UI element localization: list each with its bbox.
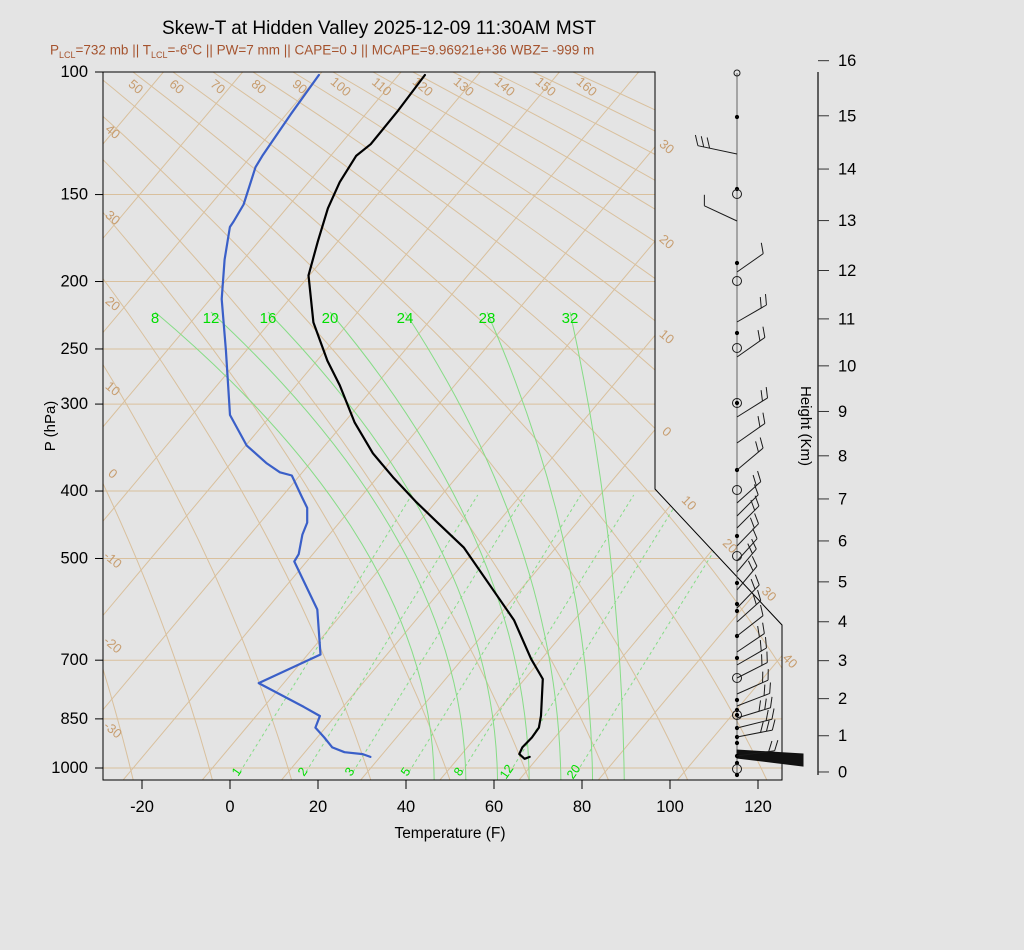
temperature-axis-title: Temperature (F) [394,825,505,842]
svg-text:100: 100 [60,63,88,81]
temperature-axis [141,780,759,789]
svg-text:12: 12 [838,262,856,280]
svg-text:130: 130 [451,74,477,99]
svg-text:12: 12 [497,762,516,781]
svg-text:10: 10 [679,492,700,513]
svg-text:250: 250 [60,340,88,358]
svg-text:20: 20 [657,231,678,252]
temperature-axis-labels: -20 0 20 40 60 80 100 120 [130,798,772,816]
svg-text:500: 500 [60,549,88,567]
svg-text:8: 8 [151,310,159,327]
pressure-axis-labels: 100 150 200 250 300 400 500 700 850 1000 [51,63,88,777]
svg-text:-20: -20 [101,633,125,657]
svg-text:8: 8 [451,765,466,779]
svg-text:6: 6 [838,532,847,550]
svg-text:30: 30 [103,207,124,228]
svg-text:400: 400 [60,482,88,500]
svg-text:30: 30 [657,136,678,157]
svg-text:14: 14 [838,161,856,179]
svg-text:70: 70 [208,76,229,97]
svg-text:12: 12 [203,310,220,327]
svg-text:160: 160 [574,74,600,99]
svg-text:10: 10 [103,378,124,399]
svg-text:1: 1 [838,727,847,745]
svg-text:-30: -30 [101,718,125,742]
plot-frame [102,71,783,781]
svg-text:13: 13 [838,212,856,230]
svg-text:0: 0 [659,423,674,439]
svg-text:150: 150 [60,186,88,204]
svg-text:80: 80 [249,76,270,97]
svg-text:30: 30 [759,583,780,604]
svg-text:8: 8 [838,447,847,465]
svg-text:20: 20 [322,310,339,327]
svg-text:140: 140 [492,74,518,99]
svg-text:3: 3 [838,652,847,670]
svg-text:60: 60 [485,798,503,816]
isopleth-labels: 50 60 70 80 90 100 110 120 130 140 150 160403020100… [101,74,801,742]
height-axis-title: Height (Km) [797,386,814,466]
svg-text:2: 2 [295,765,310,779]
background-isopleths [103,72,782,780]
svg-text:4: 4 [838,613,847,631]
wind-barbs [694,69,804,778]
svg-text:20: 20 [564,762,583,781]
svg-text:0: 0 [838,763,847,781]
svg-text:700: 700 [60,651,88,669]
svg-text:3: 3 [342,765,357,779]
pressure-axis-title: P (hPa) [42,401,59,452]
svg-text:11: 11 [838,310,855,328]
svg-text:20: 20 [103,293,124,314]
svg-text:60: 60 [167,76,188,97]
svg-text:24: 24 [397,310,414,327]
moisture-labels: 8 12 16 20 24 28 321 2 3 5 8 12 20 [151,310,584,781]
svg-text:100: 100 [656,798,684,816]
svg-text:5: 5 [398,765,413,779]
svg-text:300: 300 [60,395,88,413]
svg-text:-10: -10 [101,548,125,572]
svg-text:16: 16 [260,310,277,327]
svg-text:28: 28 [479,310,496,327]
svg-text:80: 80 [573,798,591,816]
svg-text:40: 40 [397,798,415,816]
pressure-axis [95,71,103,769]
svg-text:850: 850 [60,710,88,728]
dewpoint-curve [220,73,372,759]
svg-text:9: 9 [838,403,847,421]
svg-text:20: 20 [309,798,327,816]
svg-text:16: 16 [838,52,856,70]
svg-text:1: 1 [229,765,244,779]
svg-text:0: 0 [105,465,120,481]
svg-text:7: 7 [838,490,847,508]
svg-text:10: 10 [838,357,856,375]
svg-text:90: 90 [290,76,311,97]
svg-text:1000: 1000 [51,759,88,777]
svg-text:32: 32 [562,310,579,327]
temperature-curve [307,73,544,760]
svg-text:5: 5 [838,573,847,591]
svg-text:200: 200 [60,273,88,291]
height-axis [817,60,829,775]
page-title: Skew-T at Hidden Valley 2025-12-09 11:30… [161,18,597,39]
svg-text:15: 15 [838,107,856,125]
svg-text:120: 120 [744,798,772,816]
svg-text:2: 2 [838,690,847,708]
svg-text:40: 40 [780,650,801,671]
svg-text:-20: -20 [130,798,154,816]
svg-text:10: 10 [657,326,678,347]
svg-text:0: 0 [225,798,234,816]
sounding-indices-subtitle: PLCL=732 mb || TLCL=-6oC || PW=7 mm || C… [50,41,595,61]
